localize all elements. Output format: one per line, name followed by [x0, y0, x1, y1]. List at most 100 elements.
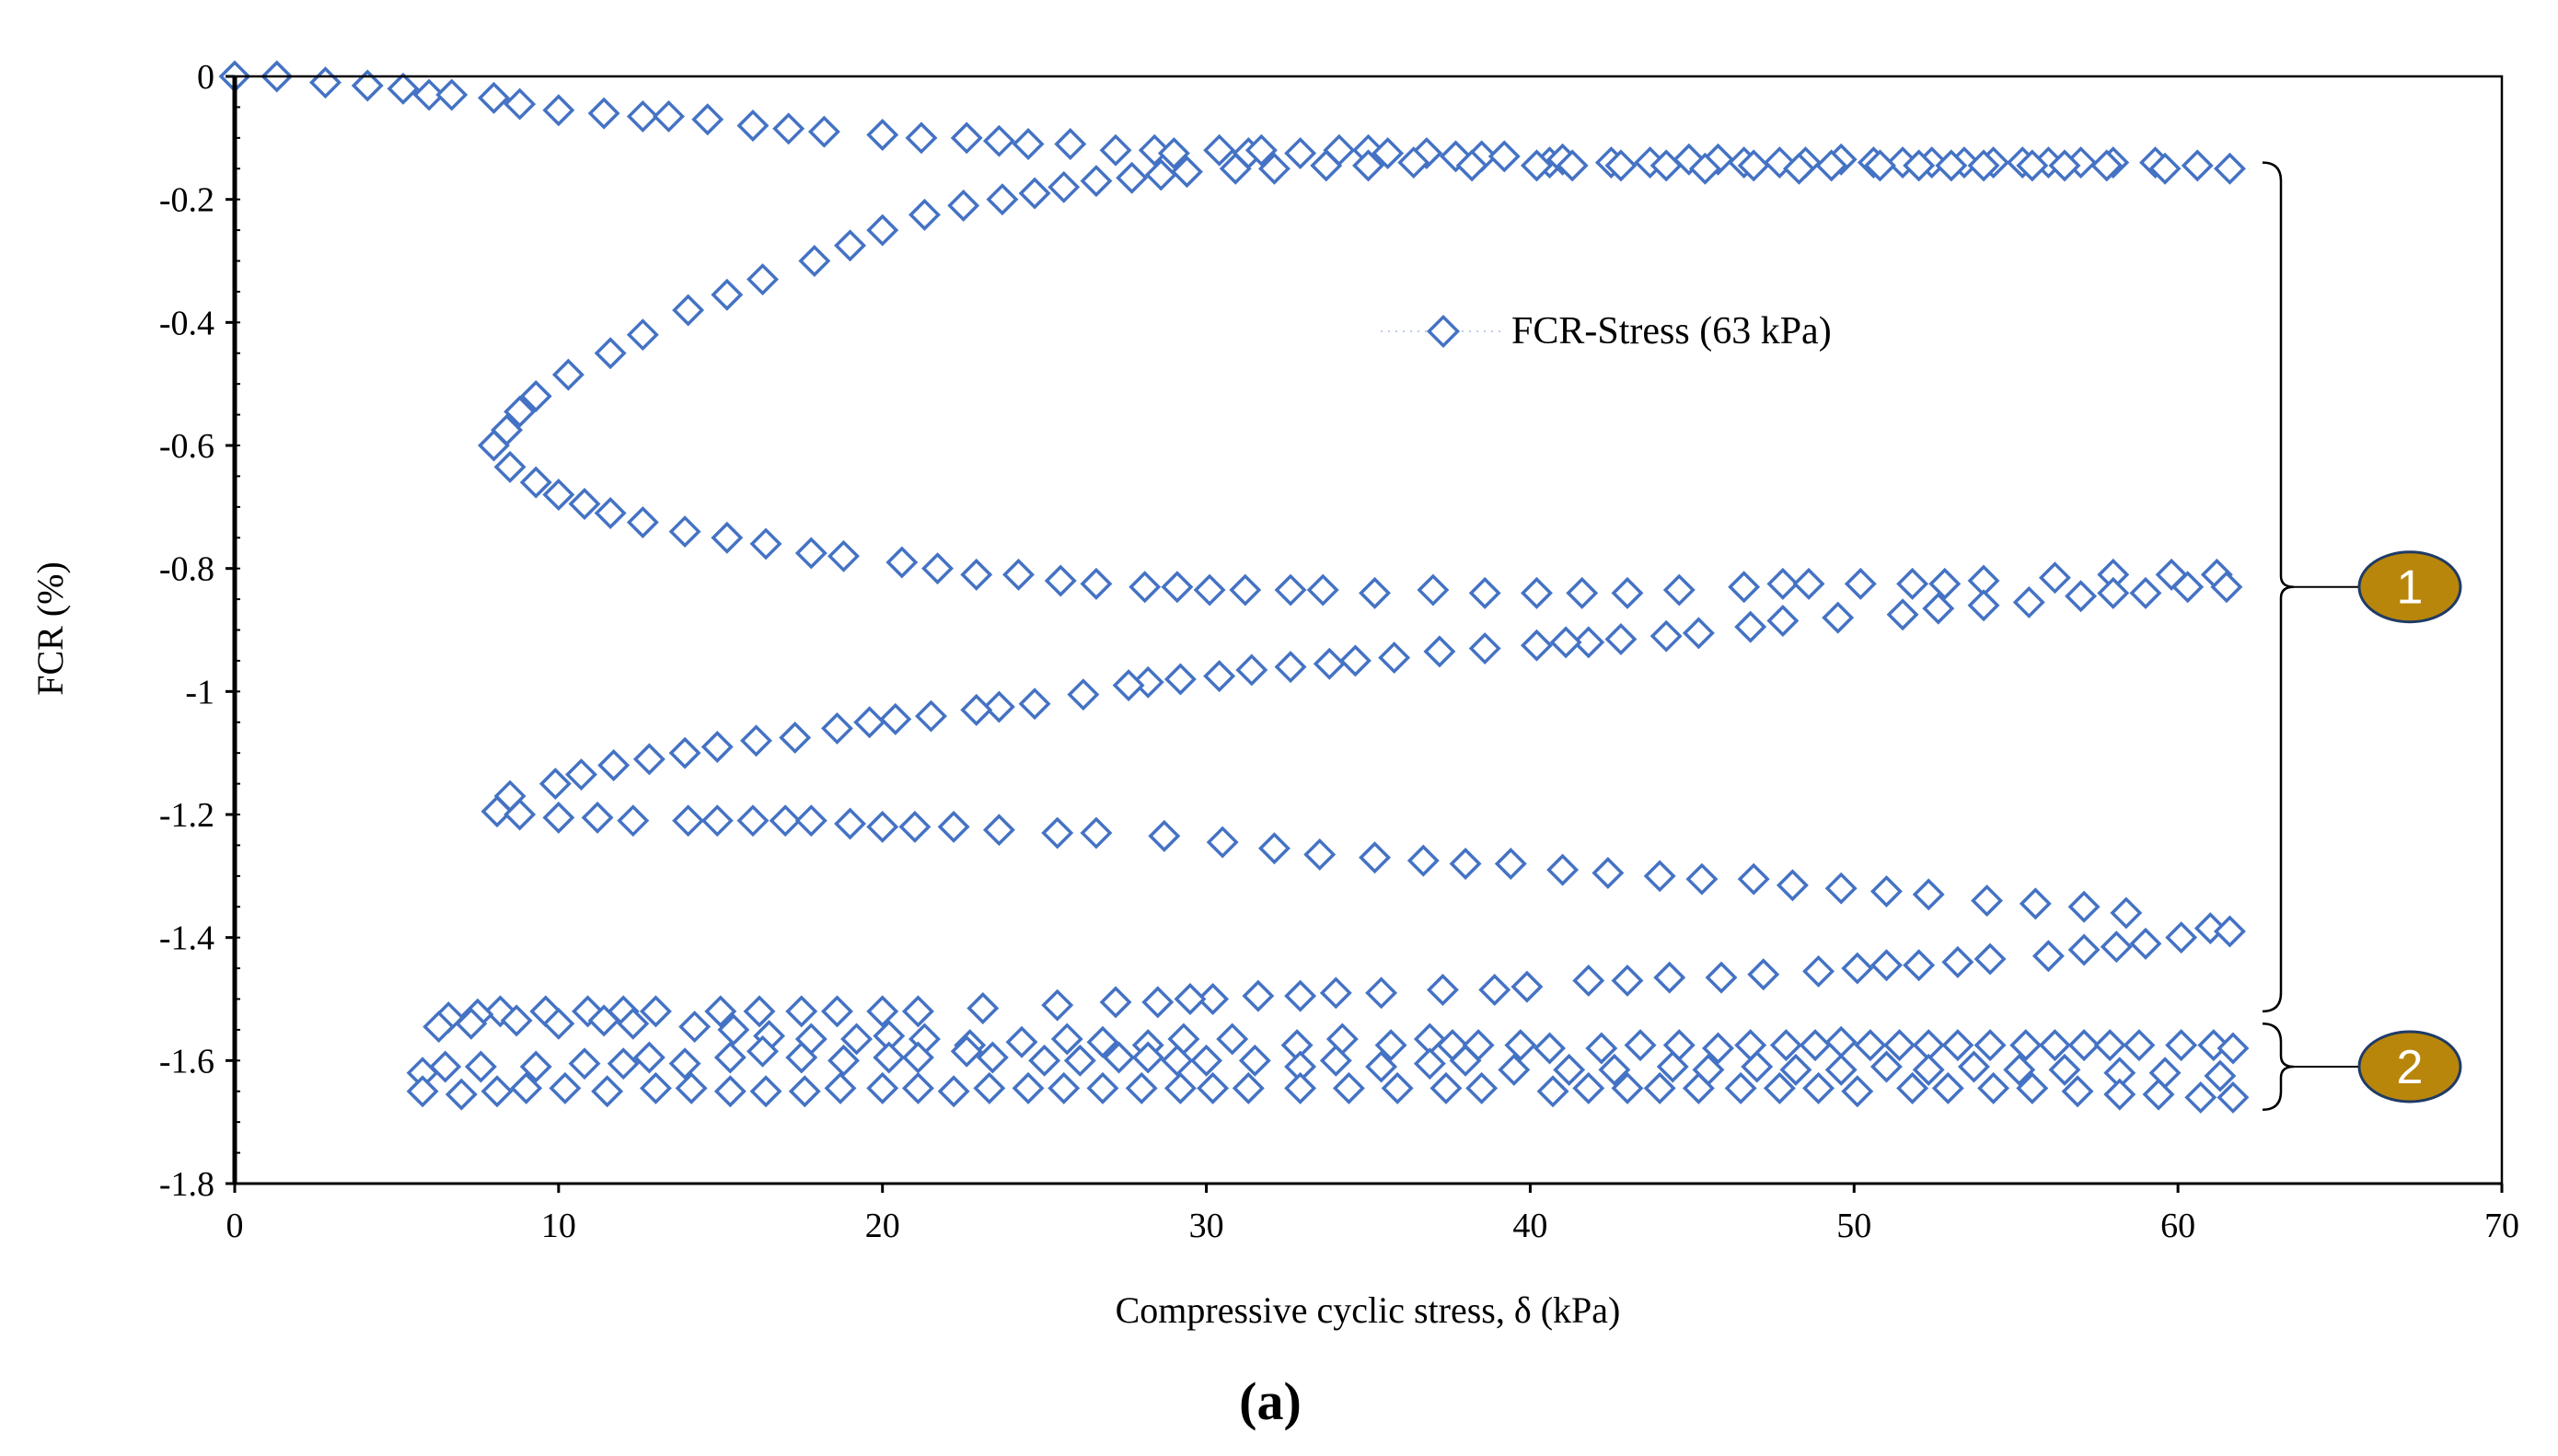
data-point: [1896, 1071, 1929, 1104]
data-point: [901, 1071, 934, 1104]
data-point: [1465, 1071, 1499, 1104]
data-point: [1372, 137, 1405, 170]
data-point: [1747, 958, 1780, 991]
data-point: [982, 814, 1015, 847]
data-point: [1611, 1071, 1644, 1104]
data-point: [1957, 1050, 1990, 1083]
data-point: [1048, 1071, 1081, 1104]
data-point: [1766, 605, 1800, 637]
data-point: [2213, 915, 2246, 948]
data-point: [866, 1071, 899, 1104]
data-point: [937, 810, 970, 843]
data-point: [1274, 651, 1307, 684]
data-point: [749, 527, 782, 560]
data-point: [2165, 921, 2198, 954]
data-point: [1374, 1029, 1407, 1062]
data-point: [785, 1041, 818, 1074]
y-tick-label: -0.6: [159, 427, 214, 466]
axes: [232, 75, 2504, 1185]
data-point: [1724, 1071, 1757, 1104]
data-point: [587, 1004, 620, 1037]
data-markers: [218, 60, 2250, 1114]
data-point: [901, 995, 934, 1028]
data-point: [678, 1011, 712, 1044]
data-point: [1498, 1053, 1531, 1086]
data-point: [1766, 567, 1800, 600]
data-point: [915, 699, 947, 733]
data-point: [1504, 1029, 1537, 1062]
data-point: [1468, 632, 1501, 665]
data-point: [1352, 149, 1384, 182]
y-axis-title: FCR (%): [29, 561, 71, 696]
data-point: [1161, 571, 1194, 604]
data-point: [1649, 619, 1683, 653]
data-point: [1242, 979, 1275, 1012]
data-point: [2016, 149, 2049, 182]
data-point: [1080, 165, 1113, 198]
data-point: [960, 558, 993, 591]
data-point: [1869, 875, 1903, 908]
data-point: [1063, 1044, 1096, 1077]
data-point: [1413, 1047, 1446, 1080]
data-point: [873, 1041, 906, 1074]
data-point: [1429, 1071, 1463, 1104]
data-point: [866, 214, 899, 247]
x-axis-title: Compressive cyclic stress, δ (kPa): [1116, 1289, 1621, 1331]
data-point: [1520, 149, 1553, 182]
data-point: [1086, 1025, 1119, 1058]
data-point: [1229, 573, 1262, 607]
data-point: [1426, 974, 1459, 1006]
data-point: [519, 380, 552, 413]
data-point: [2003, 1053, 2036, 1086]
data-point: [901, 1041, 934, 1074]
data-point: [820, 711, 853, 745]
data-point: [1423, 635, 1456, 668]
data-point: [406, 1075, 439, 1108]
data-point: [617, 804, 650, 838]
data-point: [921, 552, 955, 585]
data-point: [1018, 688, 1051, 721]
data-point: [1235, 653, 1268, 687]
data-point: [905, 121, 938, 155]
data-point: [1763, 1071, 1796, 1104]
data-point: [885, 546, 919, 579]
y-tick-label: -0.4: [159, 304, 214, 342]
data-point: [1931, 1071, 1964, 1104]
data-point: [1141, 986, 1175, 1019]
callout-number-1: 1: [2397, 561, 2424, 615]
data-point: [1257, 152, 1291, 185]
data-point: [798, 245, 831, 277]
data-point: [1556, 149, 1589, 182]
data-point: [1313, 647, 1346, 680]
data-point: [1702, 1032, 1734, 1065]
data-point: [565, 758, 597, 792]
data-point: [2217, 1032, 2250, 1065]
data-point: [1103, 1041, 1136, 1074]
data-point: [2129, 927, 2162, 960]
data-point: [2019, 887, 2052, 920]
data-point: [1903, 149, 1936, 182]
data-point: [1824, 1025, 1858, 1058]
data-point: [736, 109, 770, 142]
x-tick-label: 70: [2484, 1207, 2519, 1245]
data-point: [982, 690, 1015, 723]
data-point: [549, 1071, 582, 1104]
x-tick-label: 0: [226, 1207, 244, 1245]
data-point: [704, 995, 737, 1028]
data-point: [503, 395, 537, 428]
data-point: [713, 1075, 747, 1108]
data-point: [1449, 1044, 1482, 1077]
legend: FCR-Stress (63 kPa): [1381, 310, 1832, 352]
x-tick-label: 60: [2160, 1207, 2195, 1245]
brace-2: [2262, 1022, 2295, 1112]
data-point: [1546, 853, 1580, 886]
data-point: [1086, 1071, 1119, 1104]
data-point: [1912, 878, 1945, 911]
data-point: [1572, 626, 1605, 659]
data-point: [1203, 660, 1236, 693]
data-point: [542, 801, 575, 834]
data-point: [1737, 862, 1770, 896]
data-point: [1284, 1071, 1317, 1104]
data-point: [1592, 857, 1625, 889]
data-point: [2065, 580, 2098, 613]
